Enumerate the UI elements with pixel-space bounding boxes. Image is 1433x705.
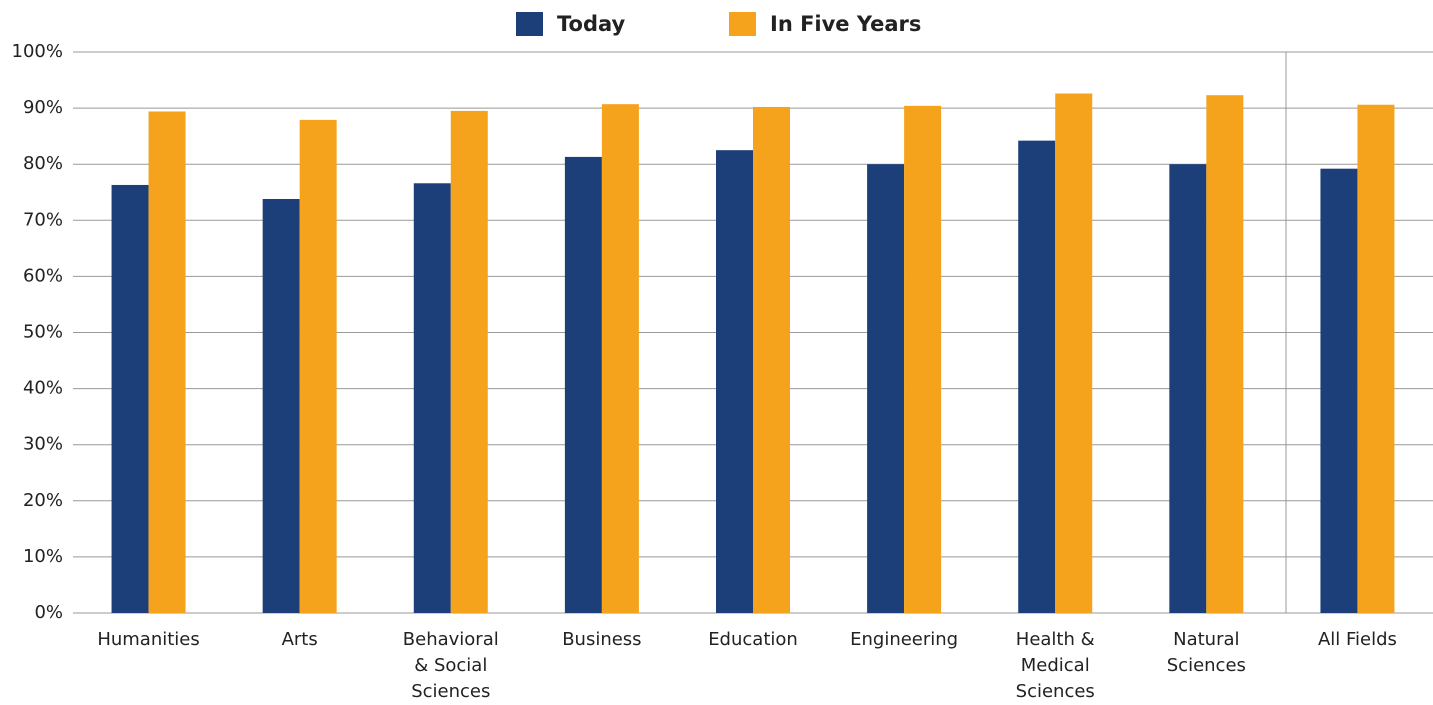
legend-label: In Five Years [770,12,921,36]
bar [1169,164,1207,613]
x-tick-label: Health & [1016,629,1095,650]
y-tick-label: 40% [23,378,63,399]
y-tick-label: 90% [23,97,63,118]
y-tick-label: 80% [23,153,63,174]
bar [1055,93,1093,614]
x-tick-label: All Fields [1318,629,1397,650]
legend-swatch [729,12,756,36]
legend-swatch [516,12,543,36]
bar [1357,104,1395,613]
bar [1018,140,1056,613]
bar [148,111,186,613]
y-tick-label: 100% [12,41,63,62]
bar [299,119,337,614]
y-tick-label: 0% [34,602,63,623]
bar [564,156,602,614]
x-tick-label: Business [562,629,641,650]
x-tick-label: Arts [282,629,318,650]
x-tick-label: Sciences [1167,655,1246,676]
bar [450,110,488,613]
bar [413,183,451,614]
x-tick-label: Natural [1173,629,1239,650]
bar [867,164,905,613]
x-tick-label: Education [708,629,798,650]
legend-label: Today [557,12,626,36]
y-tick-label: 50% [23,322,63,343]
x-tick-label: Medical [1021,655,1090,676]
bar [1320,168,1358,614]
bar [904,105,942,613]
bar [716,150,753,614]
x-tick-label: & Social [414,655,487,676]
y-tick-label: 30% [23,434,63,455]
y-tick-label: 70% [23,209,63,230]
y-tick-label: 20% [23,490,63,511]
y-tick-label: 10% [23,546,63,567]
x-tick-label: Engineering [850,629,958,650]
y-tick-label: 60% [23,265,63,286]
bar [111,184,149,613]
bar [753,106,790,613]
x-tick-label: Sciences [1016,681,1095,701]
x-tick-label: Behavioral [403,629,499,650]
bar [1206,95,1244,613]
x-tick-label: Humanities [97,629,199,650]
bar [601,104,639,613]
x-tick-label: Sciences [411,681,490,701]
bar [262,198,300,613]
